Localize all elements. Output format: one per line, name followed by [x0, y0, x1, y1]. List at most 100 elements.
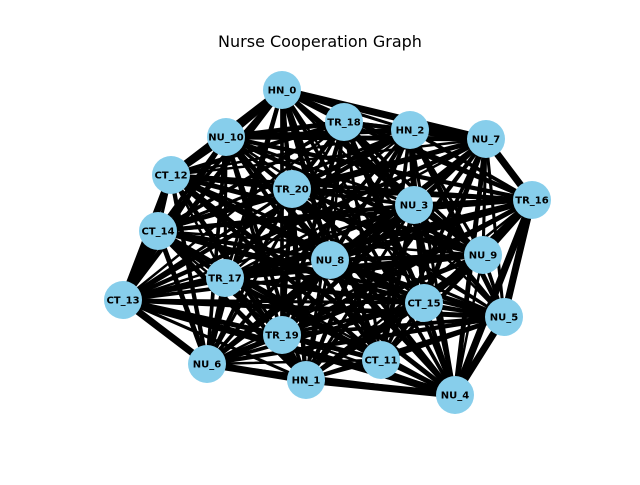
- node-CT_13: CT_13: [104, 281, 142, 319]
- node-circle-NU_5: [485, 298, 523, 336]
- node-label-NU_10: NU_10: [208, 133, 243, 144]
- node-TR_17: TR_17: [206, 259, 244, 297]
- edge-HN_1-CT_15: [304, 301, 426, 382]
- node-circle-CT_13: [104, 281, 142, 319]
- edge-NU_4-NU_9: [453, 253, 485, 397]
- edge-NU_7-CT_11: [379, 137, 488, 362]
- node-circle-NU_8: [311, 241, 349, 279]
- node-HN_1: HN_1: [287, 361, 325, 399]
- edge-TR_18-TR_19: [279, 119, 347, 338]
- edge-NU_6-CT_14: [155, 228, 210, 367]
- edge-CT_12-TR_19: [169, 173, 284, 337]
- edge-NU_4-TR_20: [289, 186, 458, 398]
- node-circle-CT_14: [139, 212, 177, 250]
- node-label-NU_8: NU_8: [316, 256, 344, 267]
- node-circle-HN_2: [391, 111, 429, 149]
- node-circle-TR_17: [206, 259, 244, 297]
- node-circle-NU_4: [436, 376, 474, 414]
- node-label-HN_0: HN_0: [268, 86, 297, 97]
- edge-NU_4-NU_6: [205, 362, 457, 397]
- node-NU_10: NU_10: [207, 118, 245, 156]
- node-circle-NU_6: [188, 345, 226, 383]
- edge-TR_19-TR_20: [279, 186, 295, 338]
- edge-CT_15-TR_19: [280, 301, 426, 337]
- node-NU_4: NU_4: [436, 376, 474, 414]
- node-circle-CT_12: [152, 156, 190, 194]
- node-CT_11: CT_11: [362, 341, 400, 379]
- node-layer: HN_0 HN_1 HN_2 NU_3 NU_4 NU_5 NU_6 NU_7 NU_8 NU_9…: [104, 71, 551, 414]
- graph-title: Nurse Cooperation Graph: [218, 32, 422, 51]
- node-TR_20: TR_20: [273, 170, 311, 208]
- node-circle-TR_20: [273, 170, 311, 208]
- edge-NU_9-CT_12: [168, 172, 486, 258]
- edge-HN_0-NU_7: [278, 86, 490, 143]
- node-label-CT_11: CT_11: [364, 356, 397, 367]
- node-circle-TR_19: [263, 316, 301, 354]
- edge-CT_13-CT_15: [121, 298, 426, 305]
- node-label-NU_6: NU_6: [193, 360, 221, 371]
- edge-NU_5-TR_16: [500, 196, 536, 321]
- edge-NU_10-TR_16: [223, 134, 535, 203]
- node-label-CT_14: CT_14: [141, 227, 174, 238]
- edge-CT_14-CT_15: [155, 228, 427, 306]
- node-circle-NU_9: [464, 236, 502, 274]
- edge-TR_16-TR_18: [342, 120, 534, 202]
- node-label-CT_12: CT_12: [154, 171, 187, 182]
- edge-CT_13-TR_18: [121, 120, 346, 302]
- node-label-TR_17: TR_17: [208, 274, 241, 285]
- node-CT_14: CT_14: [139, 212, 177, 250]
- node-label-NU_9: NU_9: [469, 251, 497, 262]
- node-NU_8: NU_8: [311, 241, 349, 279]
- node-circle-TR_16: [513, 181, 551, 219]
- edge-CT_14-TR_20: [155, 186, 295, 234]
- node-circle-TR_18: [325, 103, 363, 141]
- node-TR_18: TR_18: [325, 103, 363, 141]
- edge-NU_5-CT_11: [378, 314, 507, 363]
- edge-CT_14-TR_18: [156, 120, 346, 233]
- edge-NU_10-TR_18: [223, 119, 347, 140]
- node-NU_9: NU_9: [464, 236, 502, 274]
- edge-HN_1-CT_13: [121, 298, 308, 382]
- edge-NU_5-NU_6: [204, 314, 507, 367]
- edge-CT_14-TR_16: [156, 198, 534, 233]
- node-circle-HN_1: [287, 361, 325, 399]
- edge-CT_12-TR_20: [168, 172, 295, 192]
- node-label-NU_7: NU_7: [472, 135, 500, 146]
- node-label-NU_5: NU_5: [490, 313, 518, 324]
- node-CT_15: CT_15: [405, 284, 443, 322]
- node-circle-CT_15: [405, 284, 443, 322]
- edge-NU_5-NU_7: [484, 137, 506, 319]
- edge-CT_11-CT_12: [168, 172, 384, 363]
- node-circle-NU_7: [467, 120, 505, 158]
- node-NU_3: NU_3: [395, 186, 433, 224]
- node-label-CT_15: CT_15: [407, 299, 440, 310]
- node-label-HN_2: HN_2: [396, 126, 425, 137]
- edge-NU_6-NU_10: [205, 135, 228, 366]
- edge-CT_12-TR_18: [168, 119, 347, 178]
- edge-CT_15-TR_17: [223, 276, 426, 305]
- node-HN_0: HN_0: [263, 71, 301, 109]
- node-label-CT_13: CT_13: [106, 296, 139, 307]
- edge-CT_15-TR_18: [341, 119, 427, 306]
- edge-NU_4-TR_16: [451, 196, 536, 399]
- node-label-TR_18: TR_18: [327, 118, 360, 129]
- edge-HN_0-CT_13: [120, 87, 285, 303]
- edge-NU_7-NU_10: [223, 134, 489, 142]
- node-NU_6: NU_6: [188, 345, 226, 383]
- node-label-TR_20: TR_20: [275, 185, 308, 196]
- edge-TR_16-TR_17: [222, 197, 535, 281]
- node-TR_19: TR_19: [263, 316, 301, 354]
- node-NU_7: NU_7: [467, 120, 505, 158]
- node-circle-CT_11: [362, 341, 400, 379]
- edge-NU_6-CT_11: [205, 358, 383, 366]
- edge-CT_13-TR_19: [120, 297, 285, 338]
- node-label-TR_19: TR_19: [265, 331, 298, 342]
- node-circle-NU_3: [395, 186, 433, 224]
- node-label-HN_1: HN_1: [292, 376, 321, 387]
- node-label-NU_4: NU_4: [441, 391, 469, 402]
- edge-HN_2-TR_16: [408, 128, 534, 202]
- node-CT_12: CT_12: [152, 156, 190, 194]
- edge-TR_16-TR_19: [279, 197, 535, 338]
